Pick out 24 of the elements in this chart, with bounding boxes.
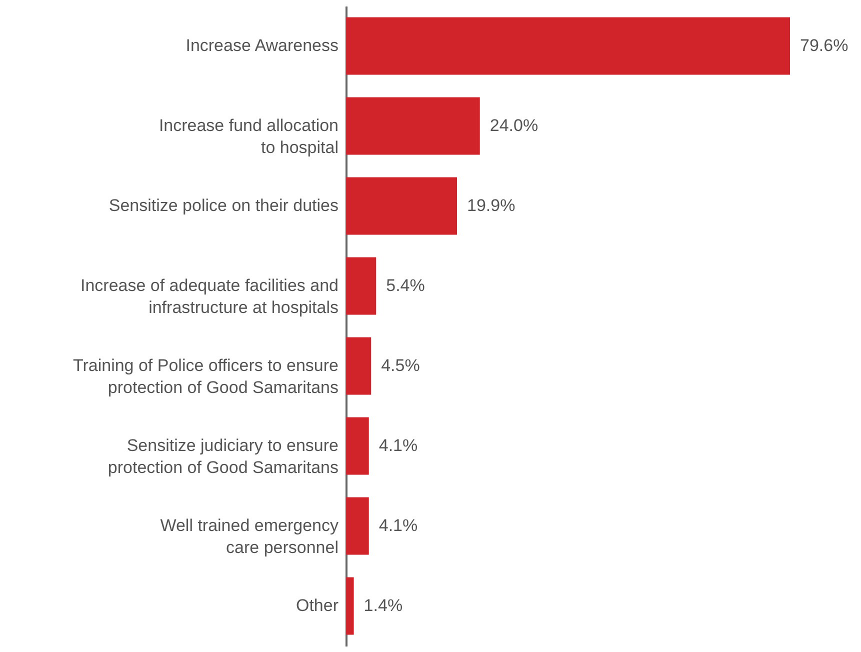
bar (346, 97, 480, 155)
bar (346, 577, 354, 635)
data-label: 1.4% (364, 596, 403, 615)
bar (346, 177, 457, 235)
y-tick-label: Well trained emergency care personnel (160, 516, 339, 557)
y-tick-label: Other (296, 596, 339, 615)
y-tick-label: Sensitize judiciary to ensure protection of Good Samaritans (108, 436, 338, 477)
y-tick-label: Increase fund allocation to hospital (158, 116, 338, 157)
data-label: 4.1% (378, 436, 418, 455)
data-label: 4.5% (381, 356, 420, 375)
y-tick-label: Increase Awareness (186, 36, 338, 55)
y-tick-label: Sensitize police on their duties (108, 196, 338, 215)
y-tick-label: Training of Police officers to ensure protection of Good Samaritans (72, 356, 338, 397)
bar (346, 417, 369, 475)
bar (346, 497, 369, 555)
data-label: 79.6% (800, 36, 848, 55)
data-label: 24.0% (490, 116, 538, 135)
bar (346, 17, 790, 75)
bar (346, 257, 376, 315)
data-label: 5.4% (386, 276, 425, 295)
bar (346, 337, 372, 395)
data-label: 4.1% (378, 516, 418, 535)
y-tick-label: Increase of adequate facilities and infrastructure at hospitals (80, 276, 338, 317)
data-label: 19.9% (467, 196, 516, 215)
